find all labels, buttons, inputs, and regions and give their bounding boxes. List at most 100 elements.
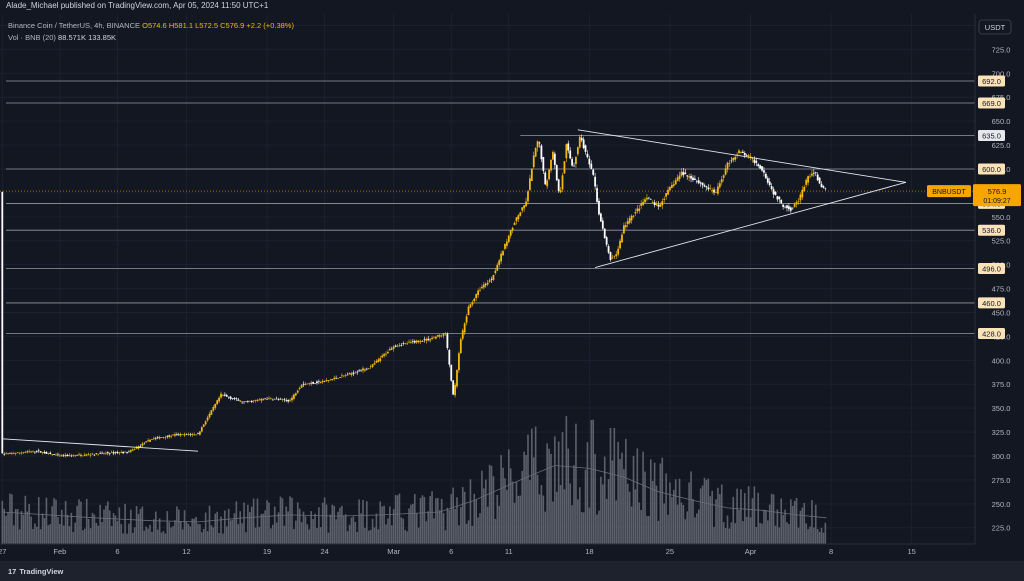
volume-bar [742,521,744,544]
volume-bar [247,504,249,544]
price-chart[interactable]: 750.0725.0700.0675.0650.0625.0600.0575.0… [0,14,1024,561]
volume-bar [690,471,692,544]
candle-body [181,434,184,435]
candle-body [385,353,387,355]
volume-bar [511,481,514,544]
candle-body [120,452,123,453]
volume-bar [646,516,648,544]
volume-bar [243,502,245,544]
legend-volume-row: Vol · BNB (20) 88.571K 133.85K [8,32,294,44]
volume-bar [400,517,403,544]
volume-bar [199,524,201,544]
candle-body [452,380,455,395]
candle-body [342,375,345,377]
candle-body [321,380,324,383]
candle-body [388,348,391,351]
volume-bar [450,494,453,544]
candle-body [494,270,497,274]
candle-body [10,453,13,454]
candle-body [676,177,679,182]
time-tick-label: 27 [0,547,6,556]
candle-body [705,186,708,188]
candle-body [185,433,188,435]
candle-body [298,387,301,389]
candle-body [289,400,291,402]
candle-body [644,199,646,203]
volume-bar [703,477,706,544]
price-axis: 750.0725.0700.0675.0650.0625.0600.0575.0… [927,14,1024,561]
volume-bar [602,484,604,544]
candle-body [740,151,742,153]
price-tick-label: 725.0 [992,45,1011,54]
candle-body [105,452,107,454]
candle-body [367,368,370,370]
volume-bar [456,497,458,544]
candle-body [314,383,316,384]
candle-body [811,173,813,176]
volume-bar [325,504,328,544]
volume-bar [402,518,405,544]
candle-body [126,451,128,453]
volume-bar [82,530,84,544]
volume-bar [446,507,449,544]
volume-bar [688,482,690,544]
volume-bar [7,512,9,544]
volume-bar [323,497,326,544]
volume-bar [502,467,504,544]
volume-bar [329,514,332,544]
candle-body [461,330,464,339]
volume-bar [636,448,639,544]
close-value: C576.9 [220,21,245,30]
candle-body [55,454,57,456]
volume-bar [72,532,75,544]
candle-body [613,256,616,257]
volume-bar [60,509,63,544]
candle-body [502,251,504,256]
volume-bar [308,529,311,544]
candle-body [143,443,146,445]
volume-bar [617,441,619,544]
volume-bar [500,455,502,544]
candle-body [486,282,489,285]
volume-bar [239,511,242,544]
candle-body [43,452,46,454]
candle-body [394,345,397,347]
open-value: O574.6 [142,21,167,30]
volume-bar [814,504,817,544]
time-tick-label: 19 [263,547,271,556]
price-tick-label: 250.0 [992,500,1011,509]
volume-bar [571,505,573,544]
candle-body [626,221,629,225]
candle-body [195,434,197,436]
volume-bar [619,459,621,544]
tradingview-logo[interactable]: 17 TradingView [8,567,63,576]
volume-bar [273,506,276,544]
time-tick-label: 6 [449,547,453,556]
volume-bar [557,441,560,544]
candle-body [112,452,115,454]
volume-bar [377,529,380,544]
volume-bar [218,532,220,544]
grid-lines [0,14,975,544]
candle-body [135,447,138,449]
volume-bar [304,516,307,544]
candle-body [139,446,142,447]
symbol-tag-label: BNBUSDT [932,189,966,196]
candle-body [168,434,171,438]
candle-body [189,434,192,435]
candle-body [287,399,290,402]
candle-body [818,177,821,184]
volume-bar [678,478,681,544]
volume-bar [321,502,324,544]
volume-bar [197,523,199,544]
candle-body [655,204,658,206]
candle-body [101,452,103,454]
volume-bar [296,502,299,544]
volume-bar [62,525,65,544]
volume-bar [331,504,334,544]
volume-bar [383,505,385,544]
volume-bar [440,498,443,544]
volume-bar [193,518,195,544]
volume-bar [68,526,71,544]
candle-body [693,178,696,180]
